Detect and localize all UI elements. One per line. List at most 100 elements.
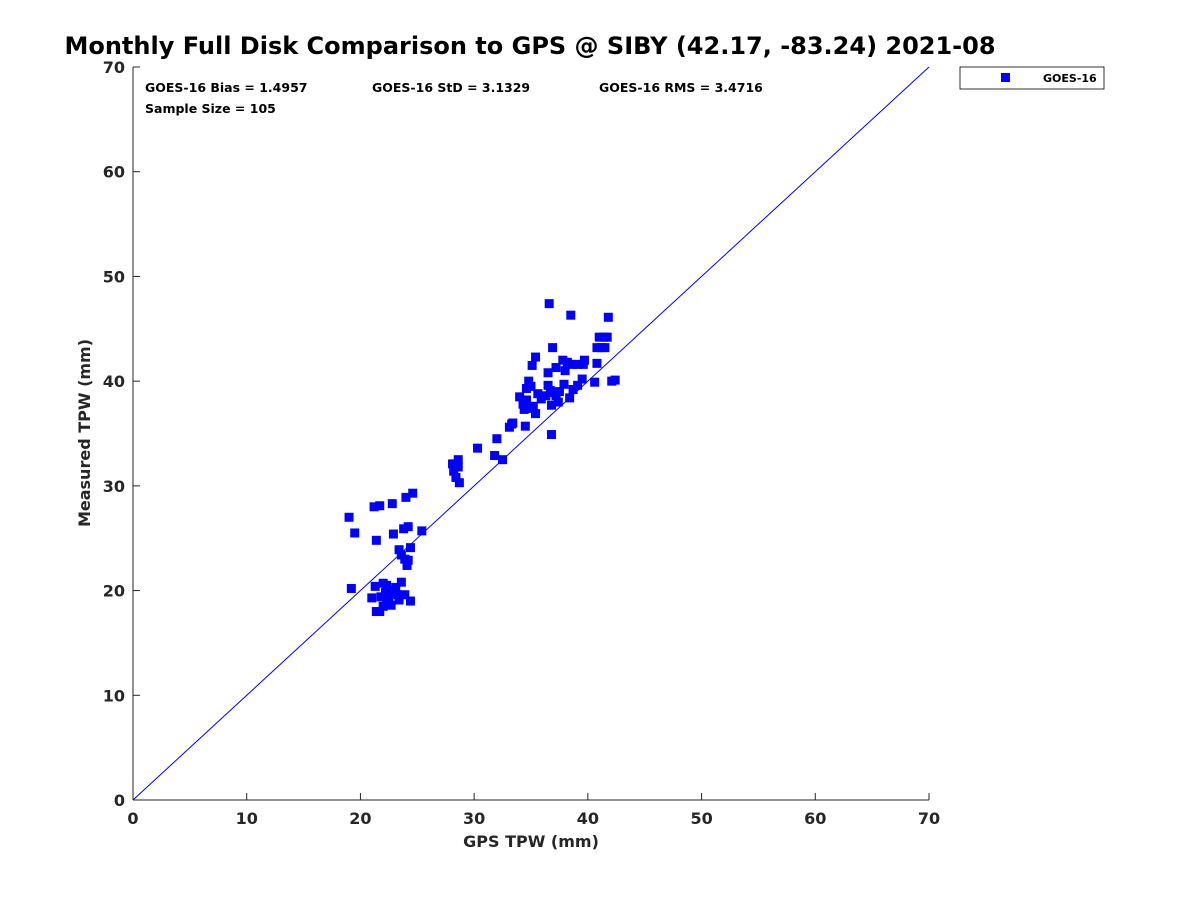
data-point [386, 600, 396, 610]
data-point [473, 443, 483, 453]
data-point [521, 395, 531, 405]
x-tick-label: 30 [463, 809, 485, 828]
data-point [528, 401, 538, 411]
data-point [527, 360, 537, 370]
stat-sample-size: Sample Size = 105 [145, 101, 276, 116]
data-point [579, 355, 589, 365]
data-point [401, 492, 411, 502]
data-point [388, 529, 398, 539]
one-to-one-line [132, 66, 930, 801]
data-point [344, 512, 354, 522]
data-point [405, 543, 415, 553]
data-point [546, 430, 556, 440]
x-tick-label: 40 [577, 809, 599, 828]
data-point [531, 352, 541, 362]
stat-rms: GOES-16 RMS = 3.4716 [599, 80, 763, 95]
data-point [393, 590, 403, 600]
data-point [515, 392, 525, 402]
legend-marker-icon [1001, 73, 1010, 82]
data-point [567, 359, 577, 369]
data-point [400, 590, 410, 600]
data-point [560, 366, 570, 376]
data-point [382, 580, 392, 590]
x-tick-label: 60 [804, 809, 826, 828]
data-point [533, 389, 543, 399]
data-point [603, 312, 613, 322]
data-point [520, 421, 530, 431]
scatter-points [344, 299, 620, 617]
data-point [573, 359, 583, 369]
data-point [367, 593, 377, 603]
data-point [602, 332, 612, 342]
data-point [554, 387, 564, 397]
data-point [384, 593, 394, 603]
data-point [541, 391, 551, 401]
data-point [524, 376, 534, 386]
data-point [536, 394, 546, 404]
data-point [573, 380, 583, 390]
data-point [378, 601, 388, 611]
data-point [380, 588, 390, 598]
data-point [403, 555, 413, 565]
legend-label: GOES-16 [1043, 72, 1097, 85]
data-point [592, 358, 602, 368]
data-point [546, 400, 556, 410]
data-point [543, 380, 553, 390]
y-tick-label: 50 [103, 267, 125, 286]
data-point [553, 397, 563, 407]
plot-axes: 0 10 20 30 40 50 60 70 0 10 20 30 40 50 60 70 [103, 58, 940, 828]
y-tick-label: 10 [103, 686, 125, 705]
data-point [369, 502, 379, 512]
data-point [543, 368, 553, 378]
x-tick-label: 10 [236, 809, 258, 828]
data-point [565, 393, 575, 403]
data-point [403, 522, 413, 532]
data-point [402, 560, 412, 570]
chart-title: Monthly Full Disk Comparison to GPS @ SI… [64, 32, 995, 60]
data-point [492, 434, 502, 444]
data-point [350, 528, 360, 538]
data-point [577, 374, 587, 384]
legend-box [959, 66, 1105, 90]
data-point [375, 607, 385, 617]
data-point [346, 583, 356, 593]
data-point [396, 577, 406, 587]
x-tick-label: 20 [349, 809, 371, 828]
data-point [371, 535, 381, 545]
y-tick-label: 20 [103, 582, 125, 601]
data-point [394, 595, 404, 605]
data-point [544, 299, 554, 309]
data-point [498, 455, 508, 465]
data-point [566, 310, 576, 320]
data-point [526, 381, 536, 391]
data-point [449, 466, 459, 476]
data-point [453, 462, 463, 472]
x-axis-label: GPS TPW (mm) [463, 832, 599, 851]
data-point [521, 383, 531, 393]
data-point [454, 478, 464, 488]
data-point [531, 409, 541, 419]
y-tick-label: 70 [103, 58, 125, 77]
data-point [376, 592, 386, 602]
data-point [600, 343, 610, 353]
data-point [594, 332, 604, 342]
data-point [562, 357, 572, 367]
y-tick-label: 30 [103, 477, 125, 496]
data-point [508, 418, 518, 428]
y-tick-label: 40 [103, 372, 125, 391]
data-point [519, 404, 529, 414]
data-point [370, 581, 380, 591]
data-point [590, 377, 600, 387]
y-tick-label: 60 [103, 163, 125, 182]
x-tick-label: 70 [918, 809, 940, 828]
data-point [394, 545, 404, 555]
x-tick-label: 50 [690, 809, 712, 828]
data-point [607, 376, 617, 386]
stat-std: GOES-16 StD = 3.1329 [372, 80, 530, 95]
y-tick-label: 0 [114, 791, 125, 810]
data-point [558, 355, 568, 365]
data-point [387, 499, 397, 509]
data-point [568, 385, 578, 395]
data-point [399, 524, 409, 534]
data-point [375, 501, 385, 511]
